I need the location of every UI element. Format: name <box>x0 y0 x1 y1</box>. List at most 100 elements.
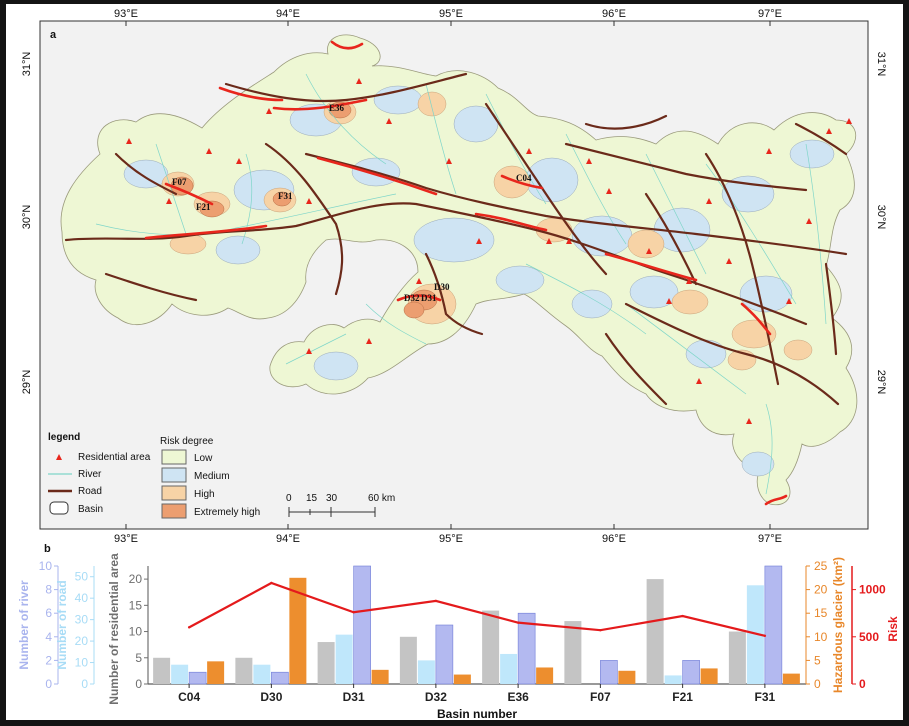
bar-river <box>764 565 783 685</box>
river-tick-label: 10 <box>39 559 53 573</box>
glacier-axis-title: Hazardous glacier (km²) <box>831 557 845 693</box>
x-tick-label: D31 <box>343 690 365 704</box>
basin-label-f07: F07 <box>172 177 187 187</box>
top-lon-label: 93°E <box>114 8 138 20</box>
risk-point <box>270 581 273 585</box>
risk-tick-label: 1000 <box>859 583 886 597</box>
residential-axis-title: Number of residential area <box>107 553 121 705</box>
top-lon-label: 97°E <box>758 8 782 20</box>
river-tick-label: 2 <box>45 653 52 667</box>
road-tick-label: 10 <box>75 656 89 670</box>
bar-river <box>271 671 289 685</box>
bar-residential <box>153 657 171 684</box>
river-axis-title: Number of river <box>17 580 31 670</box>
left-lat-label: 29°N <box>21 370 33 395</box>
x-axis-title: Basin number <box>437 707 517 720</box>
residential-tick-label: 10 <box>129 625 143 639</box>
bottom-lon-label: 96°E <box>602 533 626 545</box>
bar-river <box>682 660 700 685</box>
bar-residential <box>399 636 417 684</box>
risk-point <box>516 621 520 624</box>
bar-road <box>253 664 271 684</box>
bar-residential <box>564 621 582 684</box>
bar-residential <box>646 579 664 684</box>
left-lat-label: 30°N <box>21 205 33 230</box>
road-tick-label: 20 <box>75 634 89 648</box>
study-region <box>60 34 858 506</box>
bar-residential <box>728 631 746 684</box>
bar-glacier <box>782 673 800 684</box>
bar-river <box>517 612 536 685</box>
river-tick-label: 0 <box>45 677 52 691</box>
road-network <box>64 72 848 406</box>
risk-point <box>434 599 438 603</box>
bottom-lon-label: 93°E <box>114 533 138 545</box>
basin-label-c04: C04 <box>516 173 532 183</box>
river-network <box>95 73 827 495</box>
bottom-lon-label: 95°E <box>439 533 463 545</box>
river-tick-label: 4 <box>45 630 52 644</box>
glacier-tick-label: 20 <box>814 583 828 597</box>
panel-b-label: b <box>44 543 51 555</box>
risk-medium-label: Medium <box>194 471 230 482</box>
bar-river <box>435 624 454 685</box>
scale-label: 0 <box>286 493 292 504</box>
left-lat-label: 31°N <box>21 52 33 77</box>
risk-legend-title: Risk degree <box>160 436 214 447</box>
figure-frame: a 93°E 94°E 95°E 96°E 97°E 93°E 94°E 95°… <box>6 4 903 720</box>
risk-medium-swatch <box>161 467 187 483</box>
bar-residential <box>317 642 335 684</box>
right-lat-label: 31°N <box>875 52 887 77</box>
risk-high-label: High <box>194 489 215 500</box>
x-tick-label: F07 <box>590 690 611 704</box>
figure-canvas: a 93°E 94°E 95°E 96°E 97°E 93°E 94°E 95°… <box>17 8 900 720</box>
risk-tick-label: 0 <box>859 677 866 691</box>
bar-glacier <box>207 661 225 684</box>
risk-tick-label: 500 <box>859 630 879 644</box>
glacier-tick-label: 5 <box>814 653 821 667</box>
bar-glacier <box>700 668 718 684</box>
glacier-tick-label: 15 <box>814 606 828 620</box>
risk-low-swatch <box>161 449 187 465</box>
basin-label-d32: D32 <box>404 293 420 303</box>
scale-bar: 0 15 30 60 km <box>286 493 395 517</box>
risk-point <box>681 614 684 618</box>
glacier-tick-label: 0 <box>814 677 821 691</box>
scale-label: 60 km <box>368 493 395 504</box>
bar-river <box>353 565 371 685</box>
bottom-lon-label: 97°E <box>758 533 782 545</box>
road-tick-label: 0 <box>81 677 88 691</box>
scale-label: 15 <box>306 493 318 504</box>
bar-residential <box>235 657 253 684</box>
bar-road <box>500 653 518 684</box>
residential-points <box>126 78 852 424</box>
bar-glacier <box>289 577 307 684</box>
scale-label: 30 <box>326 493 338 504</box>
residential-tick-label: 5 <box>135 651 142 665</box>
legend-title: legend <box>48 432 80 443</box>
residential-tick-label: 20 <box>129 572 143 586</box>
risk-low-label: Low <box>194 453 213 464</box>
risk-axis-title: Risk <box>886 616 900 642</box>
x-tick-label: F21 <box>672 690 693 704</box>
map-top-ticks <box>125 21 771 529</box>
risk-point <box>352 611 355 614</box>
bottom-lon-label: 94°E <box>276 533 300 545</box>
glacier-tick-label: 25 <box>814 559 828 573</box>
basin-legend-icon <box>49 501 69 515</box>
basin-label-d31: D31 <box>421 293 437 303</box>
right-lat-label: 30°N <box>875 205 887 230</box>
basin-label-e36: E36 <box>329 103 345 113</box>
legend-basin: Basin <box>78 504 103 515</box>
legend-river: River <box>78 469 102 480</box>
bar-river <box>188 671 207 685</box>
residential-tick-label: 15 <box>129 598 143 612</box>
bar-river <box>600 660 618 685</box>
bar-road <box>171 664 189 684</box>
road-tick-label: 50 <box>75 570 89 584</box>
legend-road: Road <box>78 486 102 497</box>
residential-tick-label: 0 <box>135 677 142 691</box>
panel-a-label: a <box>50 29 57 41</box>
risk-point <box>763 634 767 638</box>
